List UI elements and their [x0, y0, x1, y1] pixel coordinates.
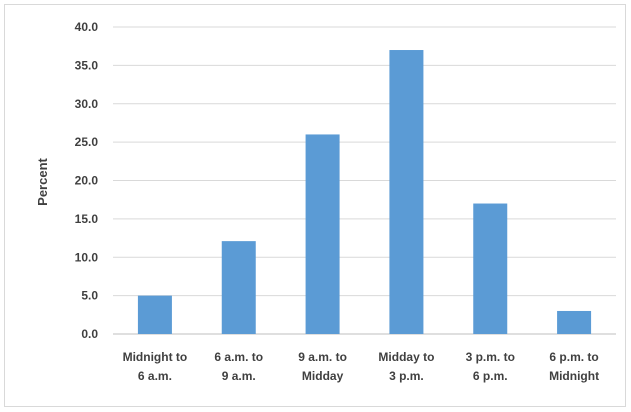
- bar: [221, 241, 256, 334]
- y-tick-label: 0.0: [81, 327, 98, 341]
- y-tick-label: 15.0: [75, 212, 99, 226]
- y-axis-ticks: 0.0 5.0 10.0 15.0 20.0 25.0 30.0 35.0 40.0: [75, 20, 99, 341]
- y-tick-label: 20.0: [75, 174, 99, 188]
- x-tick-label: 6 p.m.: [473, 369, 508, 383]
- bar: [473, 203, 508, 334]
- x-axis-ticks: Midnight to 6 a.m. 6 a.m. to 9 a.m. 9 a.m. t…: [123, 350, 599, 383]
- bars: [137, 50, 592, 335]
- y-tick-label: 30.0: [75, 97, 99, 111]
- x-tick-label: Midday: [302, 369, 344, 383]
- x-tick-label: Midday to: [378, 350, 434, 364]
- x-tick-label: 6 a.m. to: [214, 350, 263, 364]
- x-tick-label: 3 p.m.: [389, 369, 424, 383]
- y-tick-label: 5.0: [81, 289, 98, 303]
- y-axis-label: Percent: [35, 157, 50, 205]
- x-tick-label: 3 p.m. to: [466, 350, 515, 364]
- y-tick-label: 25.0: [75, 135, 99, 149]
- bar: [137, 295, 172, 334]
- x-tick-label: Midnight: [549, 369, 599, 383]
- bar: [557, 310, 592, 334]
- y-tick-label: 10.0: [75, 250, 99, 264]
- x-tick-label: Midnight to: [123, 350, 188, 364]
- bar: [305, 134, 340, 334]
- bar: [389, 50, 424, 335]
- x-tick-label: 9 a.m.: [222, 369, 256, 383]
- x-tick-label: 9 a.m. to: [298, 350, 347, 364]
- y-tick-label: 40.0: [75, 20, 99, 34]
- y-tick-label: 35.0: [75, 58, 99, 72]
- x-tick-label: 6 p.m. to: [549, 350, 598, 364]
- gridlines: [113, 26, 616, 335]
- x-tick-label: 6 a.m.: [138, 369, 172, 383]
